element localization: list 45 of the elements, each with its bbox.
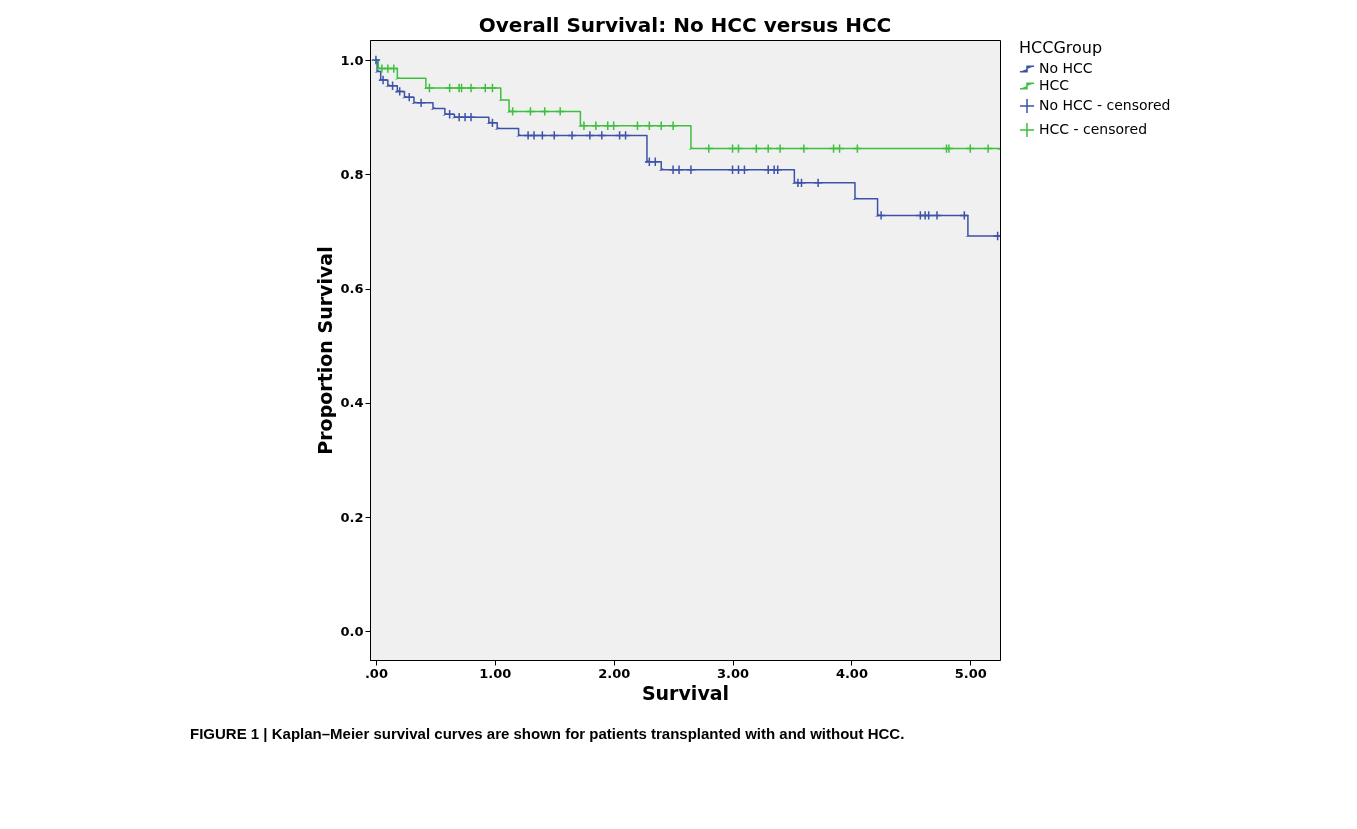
legend-label: HCC - censored	[1039, 121, 1148, 137]
point	[487, 83, 498, 93]
x-tick-label: 2.00	[598, 665, 631, 681]
point	[555, 106, 566, 117]
point	[932, 210, 942, 221]
y-tick-label: 1.0	[340, 52, 364, 68]
y-tick-label: 0.8	[340, 166, 364, 182]
y-tick-label: 0.4	[340, 395, 364, 411]
point	[404, 92, 415, 103]
point	[466, 83, 476, 93]
point	[775, 143, 786, 154]
point	[444, 83, 455, 93]
point	[567, 130, 578, 141]
x-tick-label: 3.00	[717, 665, 750, 681]
legend-label: No HCC - censored	[1039, 97, 1171, 113]
x-tick-label: 5.00	[954, 665, 987, 681]
legend-label: HCC	[1039, 77, 1070, 93]
point	[388, 63, 399, 74]
point	[798, 143, 809, 154]
chart-title: Overall Survival: No HCC versus HCC	[478, 13, 892, 37]
point	[813, 177, 824, 188]
point	[703, 143, 714, 154]
point	[584, 130, 595, 141]
legend-title: HCCGroup	[1019, 38, 1103, 57]
y-tick-label: 0.6	[340, 281, 364, 297]
x-tick-label: 1.00	[479, 665, 512, 681]
point	[378, 75, 389, 85]
y-tick-label: 0.2	[340, 509, 364, 525]
point	[487, 117, 498, 128]
caption: FIGURE 1 | Kaplan–Meier survival curves are shown for patients transplanted with and without HCC.	[190, 725, 905, 742]
y-axis-title: Proportion Survival	[314, 246, 337, 455]
x-tick-label: .00	[364, 665, 388, 681]
point	[596, 130, 607, 141]
y-tick-label: 0.0	[340, 623, 364, 639]
x-axis-title: Survival	[641, 681, 730, 704]
point	[466, 112, 476, 123]
x-tick-label: 4.00	[835, 665, 868, 681]
point	[549, 130, 560, 141]
point	[416, 97, 427, 108]
legend-label: No HCC	[1039, 60, 1093, 76]
point	[424, 83, 435, 93]
point	[983, 143, 994, 154]
point	[763, 143, 774, 154]
point	[876, 210, 887, 221]
point	[529, 130, 539, 141]
